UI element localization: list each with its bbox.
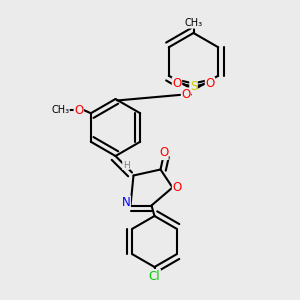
Text: N: N (122, 196, 130, 209)
Text: O: O (206, 77, 214, 91)
Text: O: O (74, 104, 83, 117)
Text: O: O (172, 77, 182, 91)
Text: H: H (123, 160, 129, 169)
Text: CH₃: CH₃ (51, 105, 69, 115)
Text: Cl: Cl (149, 269, 160, 283)
Text: O: O (182, 88, 190, 101)
Text: O: O (172, 181, 182, 194)
Text: O: O (159, 146, 168, 160)
Text: CH₃: CH₃ (184, 18, 202, 28)
Text: S: S (190, 80, 197, 93)
